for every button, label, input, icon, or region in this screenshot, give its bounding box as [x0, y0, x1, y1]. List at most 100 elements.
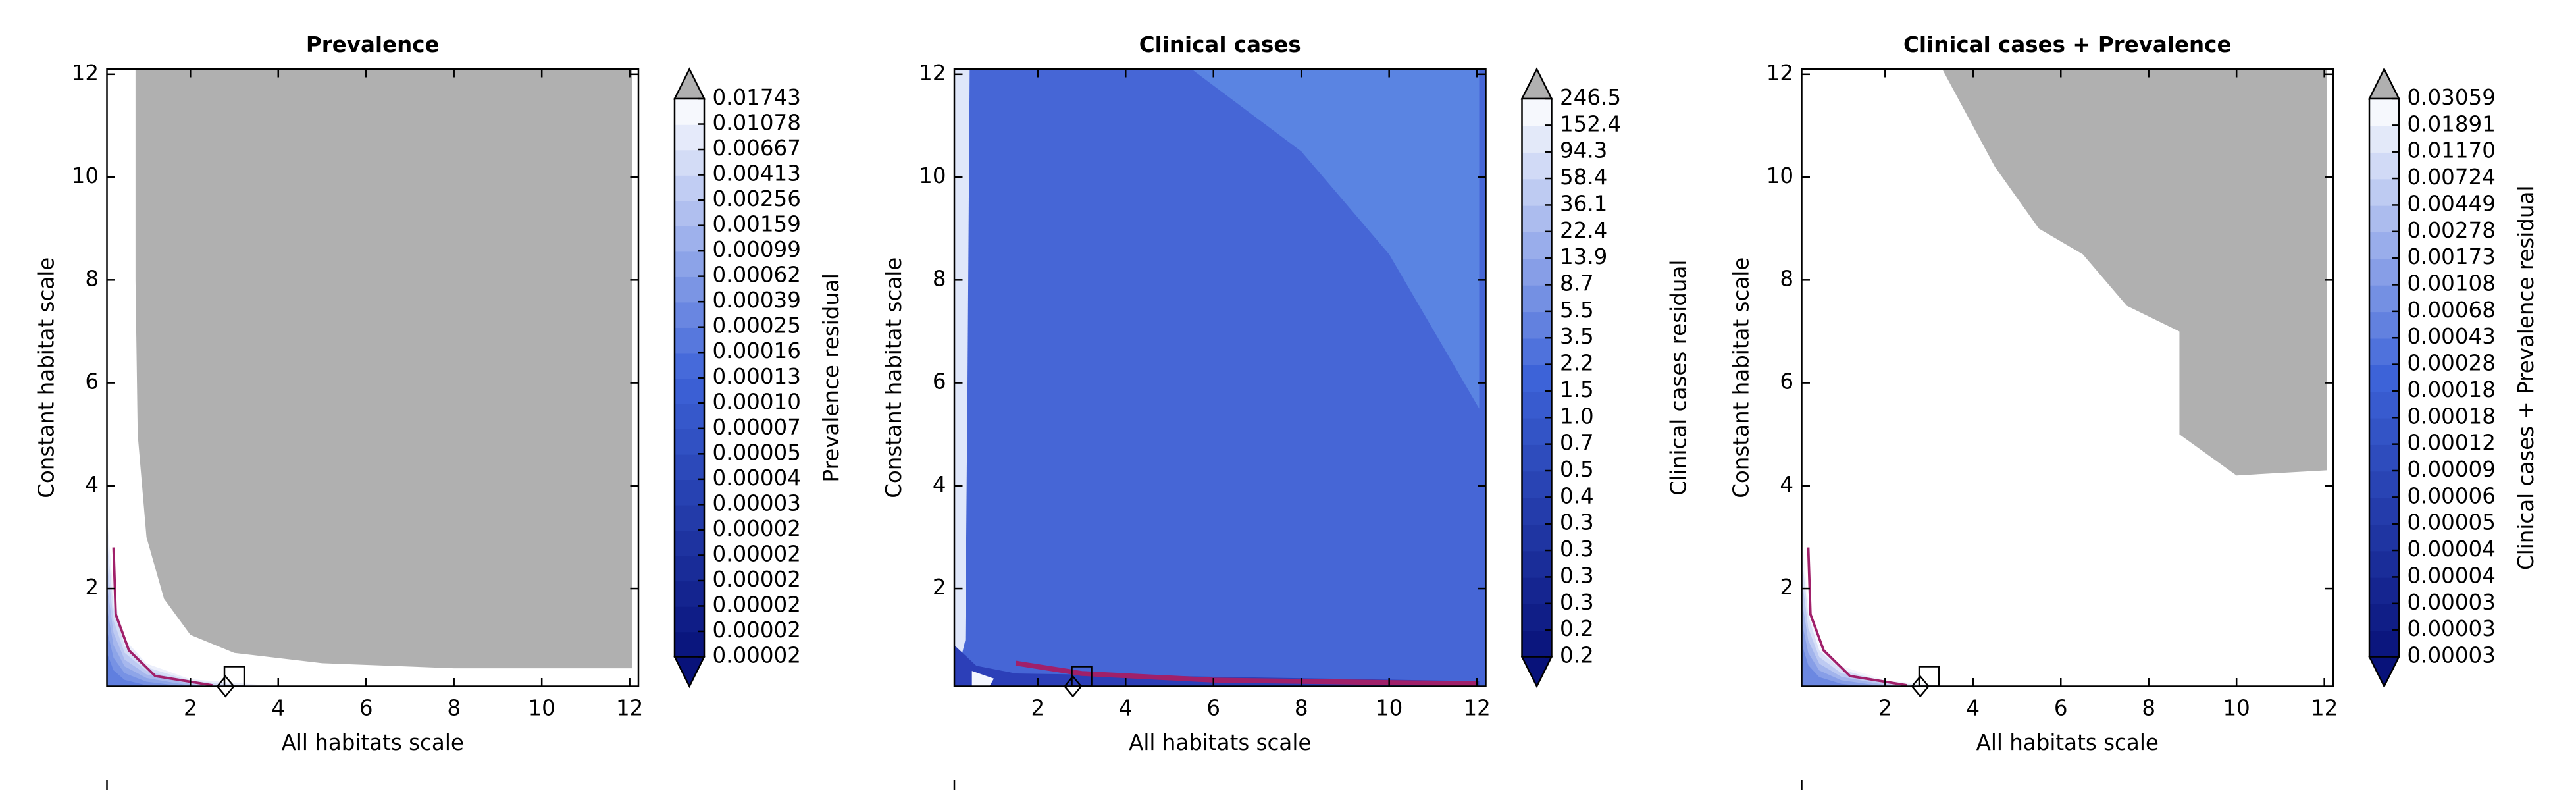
axes-frame [106, 68, 640, 687]
x-tick-label: 10 [2223, 696, 2250, 721]
x-tick-label: 8 [1295, 696, 1308, 721]
colorbar-tick-label: 0.00159 [713, 212, 801, 237]
colorbar-tick-label: 8.7 [1560, 271, 1594, 296]
y-tick-label: 4 [933, 472, 946, 497]
colorbar-segment [1522, 497, 1552, 525]
colorbar-tick-label: 94.3 [1560, 138, 1607, 163]
colorbar-segment [1522, 364, 1552, 392]
x-tick-label: 12 [1463, 696, 1490, 721]
colorbar-tick-label: 0.00018 [2408, 404, 2496, 429]
colorbar-segment [675, 479, 704, 506]
over-region [1942, 69, 2327, 476]
colorbar-segment [675, 580, 704, 607]
colorbar-segment [2369, 417, 2399, 445]
colorbar-segment [675, 149, 704, 176]
colorbar-segment [675, 99, 704, 125]
colorbar-tick-label: 0.00002 [713, 567, 801, 592]
colorbar-segment [2369, 178, 2399, 206]
colorbar-segment [1522, 284, 1552, 313]
y-tick-label: 12 [1766, 61, 1793, 86]
x-axis-label: All habitats scale [1976, 730, 2159, 755]
colorbar-over [1520, 67, 1553, 100]
colorbar-tick-label: 0.00002 [713, 618, 801, 643]
colorbar-tick-label: 0.00003 [713, 490, 801, 515]
colorbar-segment [675, 454, 704, 481]
colorbar-tick-label: 5.5 [1560, 298, 1594, 323]
colorbar-tick-label: 0.01743 [713, 85, 801, 110]
colorbar-segment [675, 251, 704, 277]
colorbar-tick-label: 0.4 [1560, 483, 1594, 508]
colorbar-segment [2369, 151, 2399, 180]
colorbar-tick-label: 0.3 [1560, 537, 1594, 562]
colorbar-segment [2369, 364, 2399, 392]
contour-region [1191, 69, 1480, 409]
colorbar-tick-label: 0.00010 [713, 389, 801, 414]
colorbar-segment [675, 428, 704, 455]
contour-field [954, 69, 1486, 687]
contour-field [1801, 69, 2333, 687]
colorbar-segment [2369, 338, 2399, 365]
colorbar-tick-label: 0.00068 [2408, 298, 2496, 323]
contour-region [107, 652, 160, 687]
colorbar-tick-label: 36.1 [1560, 191, 1607, 216]
colorbar-segment [2369, 258, 2399, 286]
contour-field [107, 69, 639, 687]
x-tick-label: 4 [1119, 696, 1133, 721]
colorbar-tick-label: 0.00108 [2408, 271, 2496, 296]
colorbar-tick-label: 0.00062 [713, 263, 801, 288]
colorbar-tick-label: 0.00043 [2408, 324, 2496, 349]
y-tick-label: 6 [933, 369, 946, 394]
colorbar-segment [1522, 178, 1552, 206]
y-tick-label: 8 [933, 266, 946, 291]
colorbar-tick-label: 0.2 [1560, 616, 1594, 641]
colorbar-tick-label: 0.00018 [2408, 377, 2496, 402]
colorbar-over [673, 67, 706, 100]
colorbar-tick-label: 0.00099 [713, 237, 801, 262]
colorbar-tick-label: 0.00006 [2408, 483, 2496, 508]
x-tick-label: 10 [1376, 696, 1403, 721]
colorbar-tick-label: 0.7 [1560, 431, 1594, 456]
colorbar-segment [2369, 231, 2399, 259]
colorbar-tick-label: 0.00449 [2408, 191, 2496, 216]
colorbar-tick-label: 0.00278 [2408, 218, 2496, 243]
colorbar-segment [1522, 577, 1552, 605]
colorbar-tick-label: 22.4 [1560, 218, 1607, 243]
colorbar-segment [675, 606, 704, 633]
colorbar-tick-label: 0.00002 [713, 541, 801, 566]
colorbar-segment [1522, 471, 1552, 498]
colorbar-segment [1522, 99, 1552, 126]
colorbar-tick-label: 0.00039 [713, 288, 801, 313]
colorbar-segment [675, 403, 704, 430]
colorbar-tick-label: 0.3 [1560, 563, 1594, 588]
axes-frame [1801, 68, 2334, 687]
y-tick-label: 2 [933, 575, 946, 600]
colorbar-segment [1522, 338, 1552, 365]
colorbar-tick-label: 0.00004 [713, 465, 801, 490]
chart-title: Prevalence [306, 32, 440, 57]
colorbar-segment [1522, 444, 1552, 472]
colorbar-label: Clinical cases + Prevalence residual [2513, 186, 2538, 570]
colorbar-tick-label: 0.00012 [2408, 431, 2496, 456]
colorbar-segment [2369, 577, 2399, 605]
best-marker [216, 675, 235, 698]
y-tick-label: 6 [85, 369, 99, 394]
colorbar-tick-label: 1.5 [1560, 377, 1594, 402]
colorbar-under [2367, 656, 2401, 689]
x-tick-label: 12 [616, 696, 643, 721]
contour-region [954, 69, 970, 687]
colorbar-tick-label: 0.00256 [713, 186, 801, 211]
colorbar-tick-label: 0.00016 [713, 338, 801, 363]
y-tick-label: 6 [1780, 369, 1793, 394]
y-axis-label: Constant habitat scale [1729, 257, 1754, 498]
x-tick-label: 2 [1031, 696, 1044, 721]
colorbar-tick-label: 2.2 [1560, 351, 1594, 376]
y-tick-label: 10 [72, 163, 99, 188]
colorbar-tick-label: 0.00002 [713, 592, 801, 617]
colorbar-segment [1522, 151, 1552, 180]
contour-line [1807, 547, 1907, 687]
y-tick-label: 2 [1780, 575, 1793, 600]
colorbar-tick-label: 1.0 [1560, 404, 1594, 429]
x-tick-label: 6 [359, 696, 373, 721]
colorbar-tick-label: 0.00004 [2408, 563, 2496, 588]
